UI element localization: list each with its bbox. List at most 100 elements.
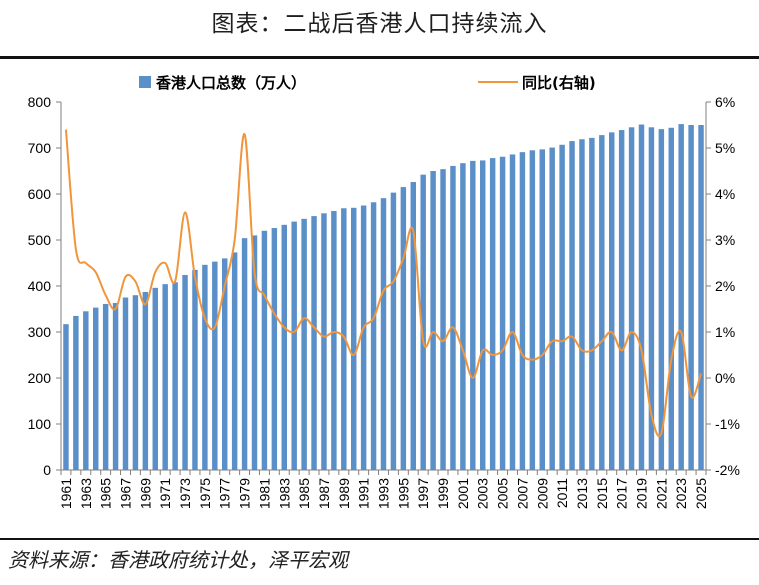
left-tick-label: 800 xyxy=(28,94,52,110)
population-bar xyxy=(370,202,377,470)
left-tick-label: 200 xyxy=(28,370,52,386)
population-bar xyxy=(589,137,595,470)
population-bar xyxy=(668,127,674,470)
x-tick-label: 1997 xyxy=(415,478,431,509)
population-bar xyxy=(172,282,178,470)
x-tick-label: 2021 xyxy=(653,478,669,509)
population-bar xyxy=(549,147,555,470)
population-bar xyxy=(162,284,168,470)
population-bar xyxy=(618,130,625,470)
x-tick-label: 1993 xyxy=(376,478,392,509)
legend-bar-swatch xyxy=(139,76,151,88)
population-bar xyxy=(609,132,615,471)
population-bar xyxy=(152,287,158,470)
population-bar xyxy=(628,127,635,471)
population-bar xyxy=(261,230,268,470)
x-tick-label: 1983 xyxy=(276,478,292,509)
left-tick-label: 500 xyxy=(28,232,52,248)
growth-line xyxy=(64,129,702,438)
population-bar xyxy=(311,216,317,470)
x-tick-label: 2011 xyxy=(554,478,570,508)
x-tick-label: 1971 xyxy=(157,478,173,509)
population-bar xyxy=(420,174,426,470)
population-bar xyxy=(410,182,416,470)
population-bar xyxy=(321,213,327,470)
population-bar xyxy=(658,129,665,470)
right-tick-label: -2% xyxy=(715,462,740,478)
population-bar xyxy=(73,315,79,470)
population-bar xyxy=(380,198,387,470)
right-tick-label: 0% xyxy=(715,370,735,386)
population-bar xyxy=(212,261,218,470)
x-tick-label: 1995 xyxy=(395,478,411,509)
population-bar xyxy=(112,303,119,470)
population-bar xyxy=(192,269,198,470)
population-bar xyxy=(291,221,297,470)
x-tick-label: 2017 xyxy=(614,478,630,509)
population-bar xyxy=(559,144,565,470)
population-bar xyxy=(450,165,456,470)
population-bar xyxy=(222,258,228,470)
population-bar xyxy=(440,169,446,470)
x-tick-label: 2019 xyxy=(634,478,650,509)
population-bar xyxy=(460,163,466,470)
population-bar xyxy=(509,154,516,470)
population-bar xyxy=(331,211,337,470)
chart: 香港人口总数（万人） 同比(右轴) 0 100 200 300 400 500 600 700… xyxy=(28,74,740,509)
left-tick-label: 300 xyxy=(28,324,52,340)
population-bar xyxy=(360,205,367,470)
right-tick-label: 2% xyxy=(715,278,735,294)
legend-line-label: 同比(右轴) xyxy=(522,74,596,92)
population-bar xyxy=(569,141,575,470)
population-bar xyxy=(599,135,605,470)
chart-title: 图表：二战后香港人口持续流入 xyxy=(211,11,548,37)
right-tick-label: 6% xyxy=(715,94,735,110)
title-divider xyxy=(0,56,759,59)
population-bar xyxy=(688,125,694,470)
population-bar xyxy=(698,125,704,470)
bars xyxy=(63,124,704,471)
x-tick-label: 2015 xyxy=(594,478,610,509)
right-tick-label: 1% xyxy=(715,324,735,340)
legend: 香港人口总数（万人） 同比(右轴) xyxy=(139,74,596,92)
x-tick-label: 1985 xyxy=(296,478,312,509)
left-tick-label: 600 xyxy=(28,186,52,202)
x-tick-label: 1975 xyxy=(197,478,213,509)
x-tick-label: 1965 xyxy=(98,478,114,509)
population-bar xyxy=(63,324,69,470)
population-bar xyxy=(281,224,287,470)
population-bar xyxy=(390,192,397,470)
x-tick-label: 2013 xyxy=(574,478,590,509)
population-bar xyxy=(519,152,526,470)
population-bar xyxy=(202,264,208,470)
x-tick-label: 1973 xyxy=(177,478,193,509)
x-tick-label: 1969 xyxy=(137,478,153,509)
x-tick-label: 2003 xyxy=(475,478,491,509)
left-tick-label: 100 xyxy=(28,416,52,432)
x-tick-label: 1979 xyxy=(237,478,253,509)
population-bar xyxy=(93,307,99,470)
right-axis: -2% -1% 0% 1% 2% 3% 4% 5% 6% xyxy=(705,94,740,478)
right-tick-label: 4% xyxy=(715,186,735,202)
population-bar xyxy=(122,297,129,470)
source-divider xyxy=(0,538,759,540)
right-tick-label: -1% xyxy=(715,416,740,432)
population-bar xyxy=(241,238,248,470)
line-series xyxy=(64,129,702,438)
population-bar xyxy=(351,207,357,471)
x-tick-label: 2005 xyxy=(495,478,511,509)
source-note: 资料来源：香港政府统计处，泽平宏观 xyxy=(8,548,348,572)
left-tick-label: 400 xyxy=(28,278,52,294)
left-axis: 0 100 200 300 400 500 600 700 800 xyxy=(28,94,62,478)
population-bar xyxy=(83,311,89,470)
population-bar xyxy=(301,218,307,470)
population-bar xyxy=(231,252,238,470)
population-bar xyxy=(489,158,496,470)
population-bar xyxy=(102,303,109,470)
x-tick-label: 1989 xyxy=(336,478,352,509)
x-tick-label: 1963 xyxy=(78,478,94,509)
x-tick-label: 2001 xyxy=(455,478,471,509)
x-tick-label: 2025 xyxy=(693,478,709,509)
left-tick-label: 700 xyxy=(28,140,52,156)
population-bar xyxy=(182,274,188,470)
